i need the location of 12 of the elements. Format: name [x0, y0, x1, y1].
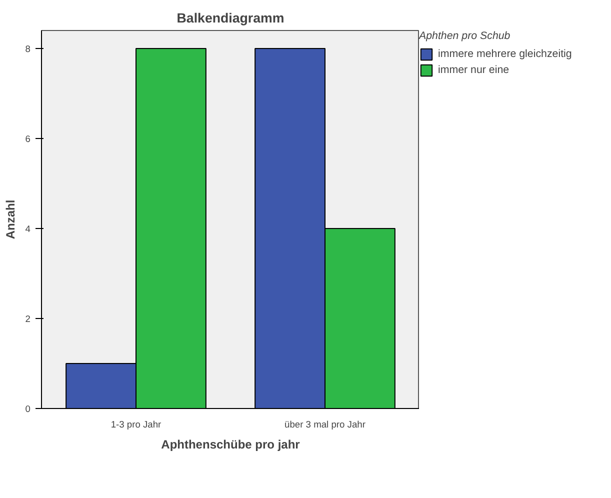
y-tick-label: 8 [25, 44, 31, 54]
legend-label: immer nur eine [438, 64, 510, 76]
chart-title: Balkendiagramm [176, 10, 284, 26]
x-tick-label: über 3 mal pro Jahr [284, 420, 366, 430]
y-tick-label: 2 [25, 314, 31, 324]
y-tick-label: 6 [25, 134, 31, 144]
legend-label: immere mehrere gleichzeitig [438, 48, 572, 60]
x-tick-label: 1-3 pro Jahr [110, 420, 162, 430]
y-tick-label: 4 [25, 224, 31, 234]
x-axis-title: Aphthenschübe pro jahr [161, 438, 300, 452]
y-axis-title: Anzahl [3, 200, 18, 240]
y-tick-label: 0 [25, 404, 31, 414]
